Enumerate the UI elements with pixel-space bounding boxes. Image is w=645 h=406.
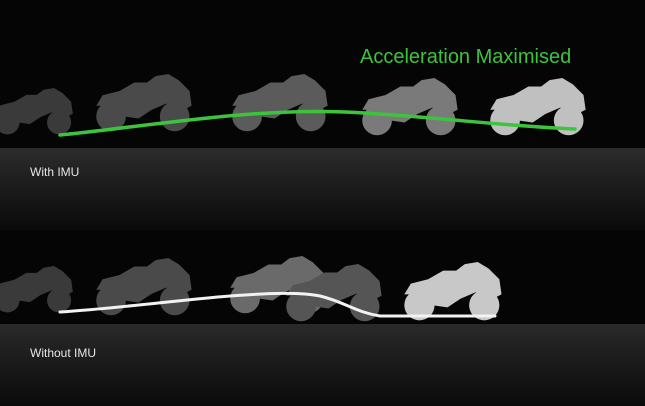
road-surface-without-imu (0, 324, 645, 406)
row-without-imu (0, 256, 502, 322)
with-imu-label: With IMU (30, 165, 80, 179)
road-surface-with-imu (0, 148, 645, 230)
bike-without-5 (404, 262, 502, 321)
acceleration-maximised-heading: Acceleration Maximised (360, 46, 572, 68)
bike-with-4 (362, 78, 458, 136)
row-with-imu (0, 74, 586, 137)
bike-with-3 (232, 74, 328, 132)
acceleration-curve-without-imu (58, 291, 497, 318)
acceleration-curve-with-imu (58, 109, 577, 137)
without-imu-label: Without IMU (30, 346, 97, 360)
bike-with-1 (0, 88, 73, 135)
bike-without-1 (0, 266, 73, 313)
